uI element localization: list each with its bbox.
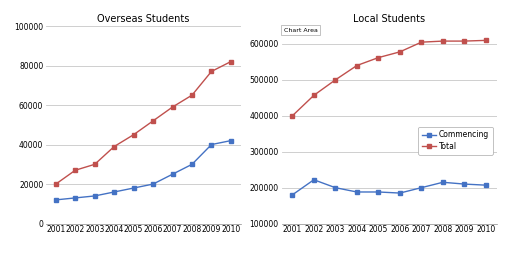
Title: Overseas Students: Overseas Students	[97, 14, 189, 24]
Text: Chart Area: Chart Area	[284, 28, 317, 33]
Legend: Commencing, Total: Commencing, Total	[418, 127, 493, 155]
Title: Local Students: Local Students	[353, 14, 425, 24]
